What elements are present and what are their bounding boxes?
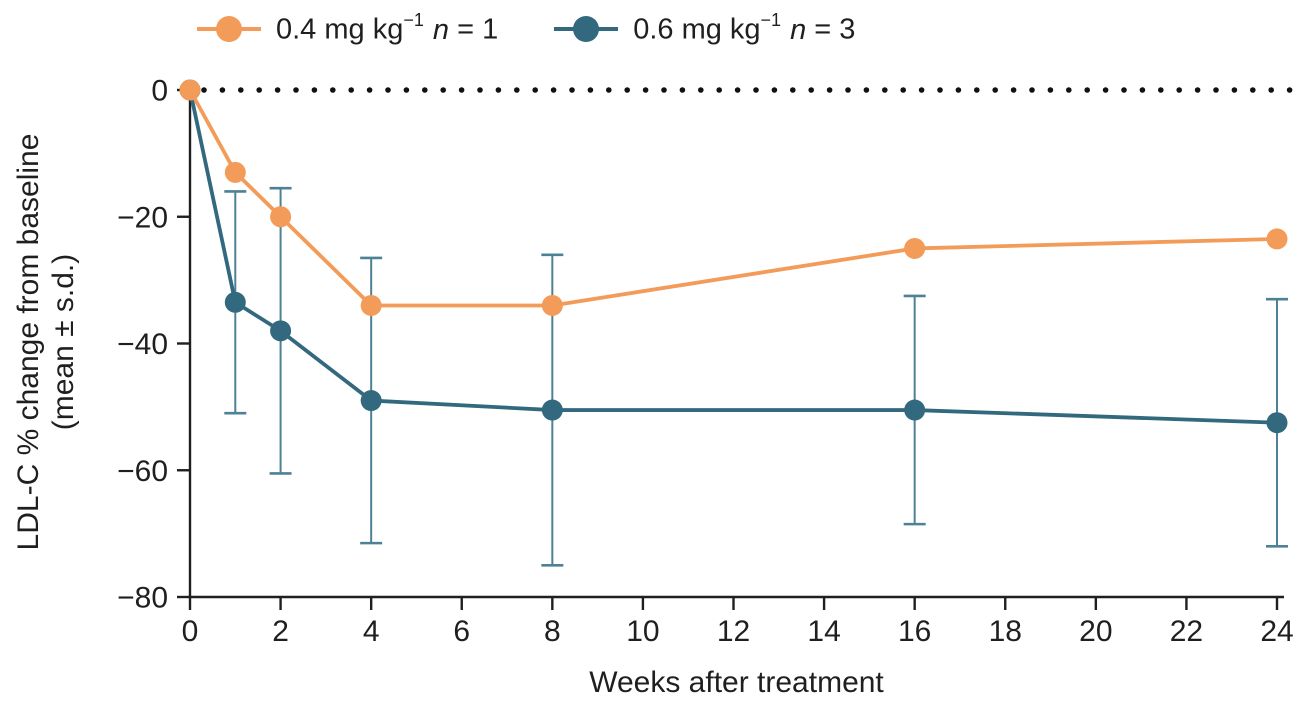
x-tick-label: 2 — [272, 615, 289, 648]
data-point-marker — [541, 294, 563, 316]
data-point-marker — [1266, 412, 1288, 434]
legend-swatch — [197, 15, 261, 42]
x-axis-title: Weeks after treatment — [589, 666, 884, 699]
y-axis-title-line1: LDL-C % change from baseline — [12, 133, 45, 551]
legend-circle-marker-icon — [216, 15, 242, 42]
series-line — [188, 88, 1279, 425]
x-tick-label: 14 — [807, 615, 840, 648]
y-tick-label: −60 — [117, 455, 168, 488]
legend-n-value: = 1 — [449, 13, 499, 46]
y-axis-title-line2: (mean ± s.d.) — [47, 253, 80, 431]
x-tick-label: 20 — [1079, 615, 1112, 648]
y-axis-title: LDL-C % change from baseline (mean ± s.d… — [11, 42, 83, 642]
y-tick-label: −20 — [117, 201, 168, 234]
x-tick-label: 0 — [182, 615, 199, 648]
x-tick-label: 12 — [717, 615, 750, 648]
data-point-marker — [904, 399, 926, 421]
y-tick-label: 0 — [151, 75, 168, 108]
data-point-marker — [360, 294, 382, 316]
x-tick-label: 10 — [626, 615, 659, 648]
legend-exponent: −1 — [760, 10, 782, 30]
x-tick-label: 8 — [544, 615, 561, 648]
x-tick-label: 18 — [989, 615, 1022, 648]
y-tick-label: −80 — [117, 582, 168, 615]
legend-label: 0.6 mg kg−1 n = 3 — [633, 10, 856, 46]
legend-dose-text: 0.6 mg kg — [633, 13, 761, 46]
legend-item-dose-04: 0.4 mg kg−1 n = 1 — [197, 10, 499, 46]
data-point-marker — [1266, 228, 1288, 250]
x-tick-label: 22 — [1170, 615, 1203, 648]
legend-item-dose-06: 0.6 mg kg−1 n = 3 — [554, 10, 856, 46]
data-point-marker — [270, 206, 292, 228]
data-point-marker — [360, 390, 382, 412]
legend-exponent: −1 — [403, 10, 424, 30]
x-tick-label: 4 — [363, 615, 380, 648]
legend-dose-text: 0.4 mg kg — [276, 13, 404, 46]
legend: 0.4 mg kg−1 n = 1 0.6 mg kg−1 n = 3 — [197, 10, 856, 46]
legend-n-symbol: n — [790, 13, 807, 46]
data-point-marker — [541, 399, 563, 421]
y-tick-label: −40 — [117, 328, 168, 361]
legend-circle-marker-icon — [573, 15, 600, 42]
data-point-marker — [270, 320, 292, 342]
series-line — [188, 88, 1279, 308]
data-point-marker — [179, 79, 201, 101]
legend-n-value: = 3 — [806, 13, 856, 46]
legend-swatch — [554, 15, 619, 42]
x-tick-label: 16 — [898, 615, 931, 648]
data-point-marker — [904, 237, 926, 259]
data-point-marker — [224, 161, 246, 183]
legend-n-symbol: n — [432, 13, 450, 46]
x-tick-label: 6 — [453, 615, 470, 648]
x-tick-label: 24 — [1260, 615, 1293, 648]
legend-label: 0.4 mg kg−1 n = 1 — [276, 10, 499, 46]
data-point-marker — [224, 291, 246, 313]
